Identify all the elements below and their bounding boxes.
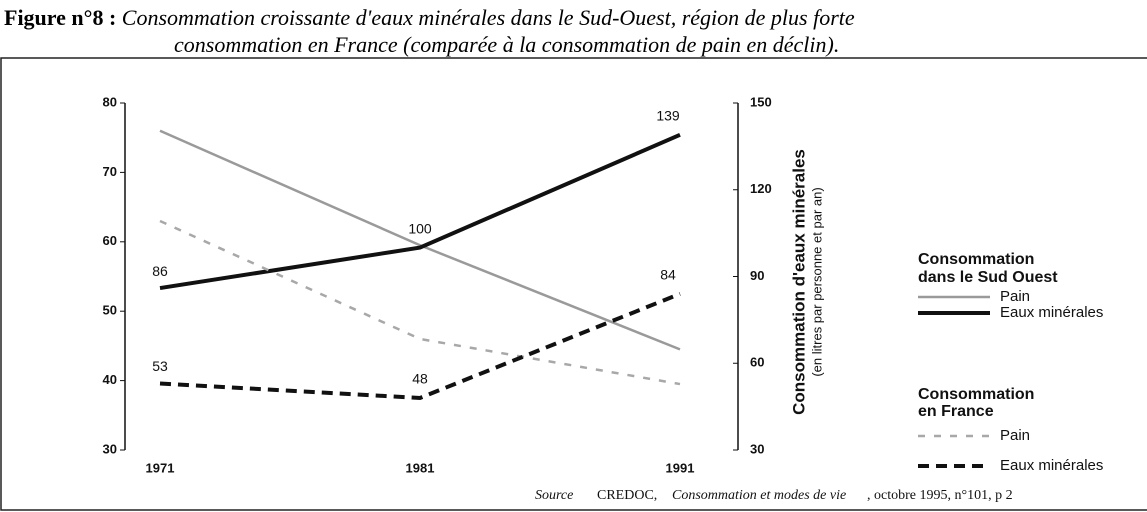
title-line: Figure n°8 : Consommation croissante d'e… [4,4,1144,31]
series-line [159,291,681,400]
y-tick-label: 40 [103,372,117,387]
x-tick-label: 1981 [406,460,435,475]
source: Consommation et modes de vie [672,488,846,503]
x-tick-label: 1971 [146,460,175,475]
y2-tick-label: 30 [750,441,764,456]
source: , octobre 1995, n°101, p 2 [867,488,1013,503]
data-label: 53 [152,358,168,374]
legend-heading: Consommation [918,386,1034,403]
series-line [159,129,681,351]
data-label: 100 [408,220,432,236]
y2-label-title: Consommation d'eaux minérales [789,149,808,415]
figure-label: Figure n°8 : [4,5,117,30]
data-label: 139 [656,108,680,124]
y-tick-label: 50 [103,303,117,318]
y2-tick-label: 120 [750,181,772,196]
y-tick-label: 80 [103,94,117,109]
y-tick-label: 30 [103,441,117,456]
x-tick-label: 1991 [666,460,695,475]
legend-label: Eaux minérales [1000,304,1103,321]
title-block: Figure n°8 : Consommation croissante d'e… [4,4,1144,58]
data-label: 48 [412,371,428,387]
y2-tick-label: 150 [750,94,772,109]
legend-heading: en France [918,403,994,420]
y-tick-label: 70 [103,164,117,179]
legend-label: Pain [1000,427,1030,444]
legend-label: Eaux minérales [1000,457,1103,474]
frame [0,57,1147,511]
y2-tick-label: 90 [750,268,764,283]
title: consommation en France (comparée à la co… [174,32,840,57]
series-line [159,132,681,291]
y2-label: Consommation d'eaux minérales (en litres … [789,149,824,415]
title-line: consommation en France (comparée à la co… [4,31,1144,58]
y-tick-label: 60 [103,233,117,248]
y2-label-sub: (en litres par personne et par an) [809,187,824,376]
source-label: Source [535,488,573,503]
legend-label: Pain [1000,288,1030,305]
title: Consommation croissante d'eaux minérales… [121,5,855,30]
y2-tick-label: 60 [750,355,764,370]
source: CREDOC, [597,488,657,503]
data-label: 86 [152,263,168,279]
legend-heading: dans le Sud Ouest [918,269,1058,286]
data-label: 84 [660,267,676,283]
legend-heading: Consommation [918,251,1034,268]
